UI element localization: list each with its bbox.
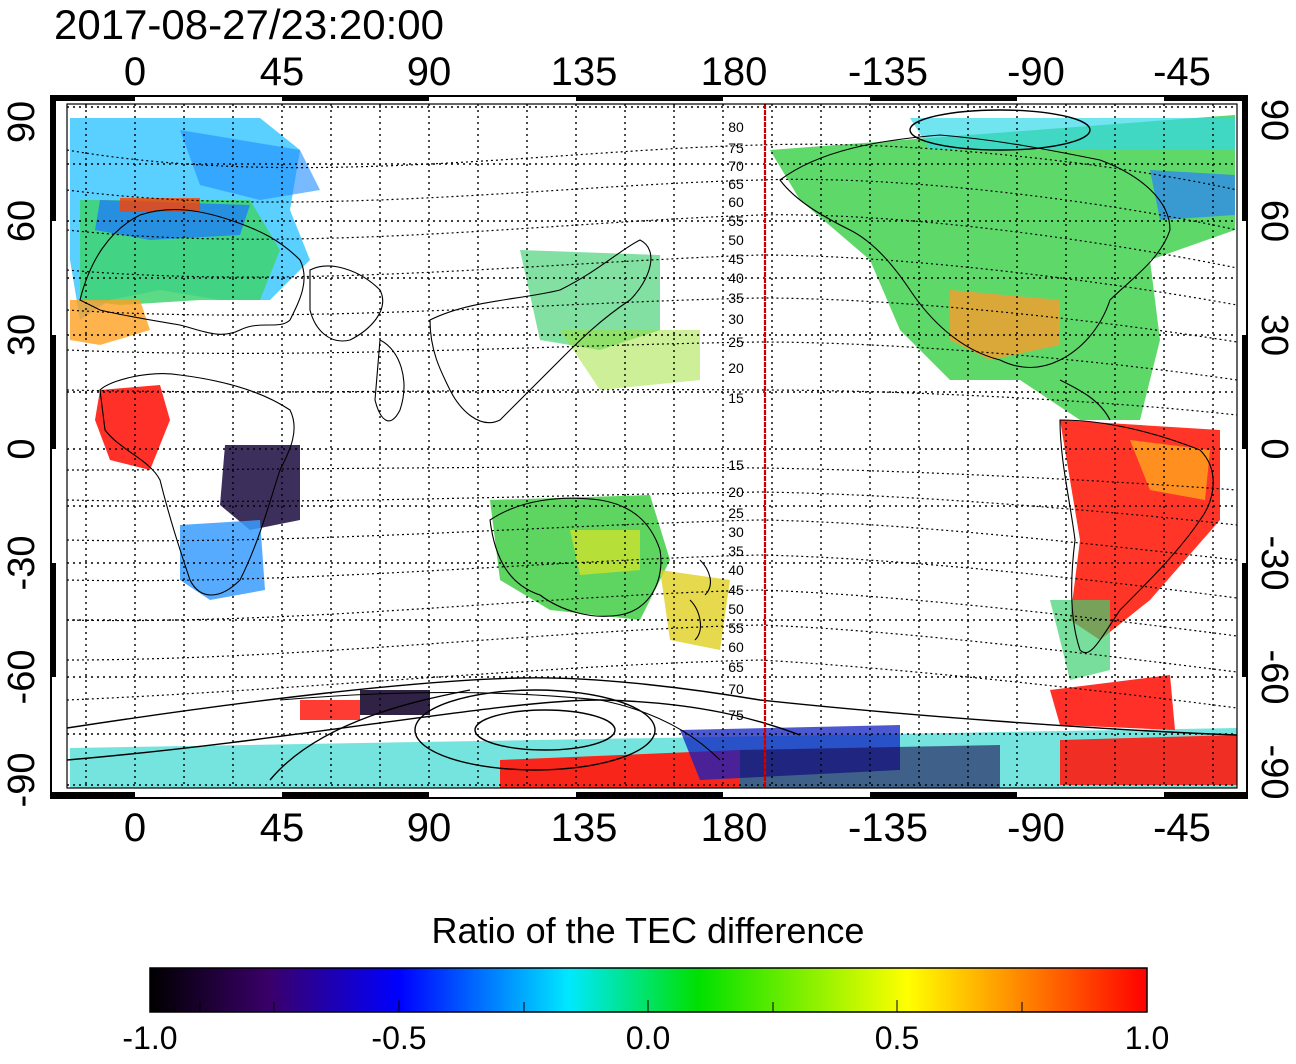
left-lat-label: 60 bbox=[1, 199, 43, 243]
bottom-lon-label: 135 bbox=[550, 806, 618, 850]
mlat-label-north: 70 bbox=[728, 158, 744, 174]
top-lon-label: -45 bbox=[1153, 50, 1211, 94]
bottom-lon-label: 180 bbox=[700, 806, 768, 850]
right-lat-label: 30 bbox=[1253, 313, 1295, 357]
bottom-lon-label: 45 bbox=[259, 806, 305, 850]
colorbar-ticks bbox=[174, 1000, 1023, 1012]
colorbar-tick-label: -1.0 bbox=[122, 1020, 178, 1056]
graticule bbox=[67, 104, 1237, 788]
mlat-label-north: 30 bbox=[728, 311, 744, 327]
colorbar-tick-label: 0.5 bbox=[874, 1020, 920, 1056]
mlat-label-south: 35 bbox=[728, 543, 744, 559]
bottom-lon-label: 0 bbox=[123, 806, 147, 850]
mlat-label-south: 50 bbox=[728, 601, 744, 617]
mlat-label-north: 75 bbox=[728, 140, 744, 156]
coastlines bbox=[79, 134, 1214, 761]
right-lat-label: 90 bbox=[1253, 98, 1295, 142]
mlat-label-north: 20 bbox=[728, 360, 744, 376]
mlat-label-south: 30 bbox=[728, 524, 744, 540]
mlat-label-south: 40 bbox=[728, 562, 744, 578]
mlat-label-north: 40 bbox=[728, 270, 744, 286]
top-lon-label: 0 bbox=[123, 50, 147, 94]
mlat-label-south: 70 bbox=[728, 681, 744, 697]
bottom-lon-label: -135 bbox=[847, 806, 929, 850]
map-inner-frame bbox=[66, 103, 1238, 789]
mlat-label-south: 75 bbox=[728, 707, 744, 723]
mlat-label-north: 55 bbox=[728, 213, 744, 229]
top-lon-label: -90 bbox=[1007, 50, 1065, 94]
right-lat-label: 0 bbox=[1253, 438, 1295, 460]
colorbar-tick-label: 1.0 bbox=[1124, 1020, 1170, 1056]
mlat-label-south: 45 bbox=[728, 582, 744, 598]
right-lat-label: -60 bbox=[1253, 649, 1295, 705]
mlat-label-north: 60 bbox=[728, 194, 744, 210]
left-lat-label: 0 bbox=[1, 438, 43, 460]
colorbar-tick-label: -0.5 bbox=[371, 1020, 427, 1056]
mlat-label-north: 25 bbox=[728, 334, 744, 350]
axis-ticks bbox=[50, 95, 1248, 798]
mlat-label-north: 80 bbox=[728, 119, 744, 135]
colorbar-tick-label: 0.0 bbox=[625, 1020, 671, 1056]
mlat-label-north: 35 bbox=[728, 290, 744, 306]
left-lat-label: -60 bbox=[1, 649, 43, 705]
map-title: 2017-08-27/23:20:00 bbox=[54, 1, 444, 48]
mlat-label-south: 25 bbox=[728, 505, 744, 521]
mlat-label-south: 65 bbox=[728, 659, 744, 675]
mlat-label-north: 15 bbox=[728, 390, 744, 406]
right-lat-label: 60 bbox=[1253, 199, 1295, 243]
mlat-label-north: 50 bbox=[728, 232, 744, 248]
tec-ratio-field bbox=[70, 115, 1237, 788]
top-lon-label: 90 bbox=[406, 50, 452, 94]
solid-contours bbox=[67, 109, 1237, 781]
top-lon-label: 180 bbox=[700, 50, 768, 94]
right-lat-label: -90 bbox=[1253, 744, 1295, 800]
mlat-label-south: 15 bbox=[728, 457, 744, 473]
mlat-label-south: 55 bbox=[728, 620, 744, 636]
mlat-label-south: 20 bbox=[728, 484, 744, 500]
left-lat-label: 90 bbox=[1, 100, 43, 144]
mlat-label-north: 65 bbox=[728, 176, 744, 192]
bottom-lon-label: 90 bbox=[406, 806, 452, 850]
top-lon-label: -135 bbox=[847, 50, 929, 94]
left-lat-label: 30 bbox=[1, 313, 43, 357]
left-lat-label: -90 bbox=[1, 752, 43, 808]
mlat-label-south: 60 bbox=[728, 639, 744, 655]
right-lat-label: -30 bbox=[1253, 535, 1295, 591]
mlat-label-north: 45 bbox=[728, 251, 744, 267]
colorbar-title: Ratio of the TEC difference bbox=[431, 910, 865, 951]
bottom-lon-label: -45 bbox=[1153, 806, 1211, 850]
left-lat-label: -30 bbox=[1, 535, 43, 591]
top-lon-label: 135 bbox=[550, 50, 618, 94]
top-lon-label: 45 bbox=[259, 50, 305, 94]
bottom-lon-label: -90 bbox=[1007, 806, 1065, 850]
